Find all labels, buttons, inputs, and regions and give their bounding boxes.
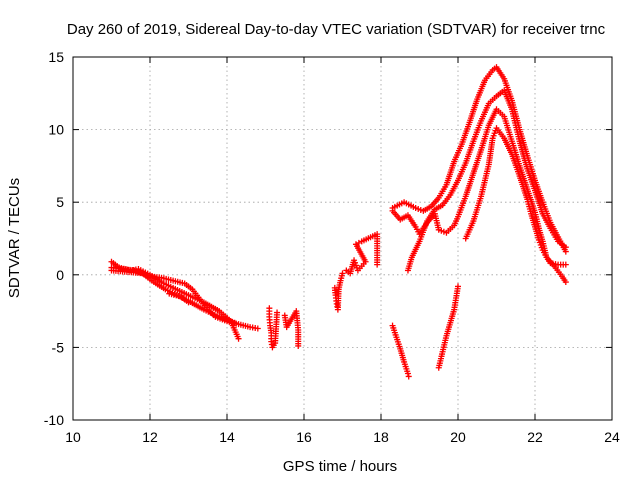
data-point: [455, 283, 461, 290]
data-point: [295, 342, 302, 349]
x-tick-label: 12: [142, 429, 158, 445]
data-point: [562, 279, 569, 286]
data-point: [274, 309, 281, 316]
y-axis-label: SDTVAR / TECUs: [6, 178, 23, 298]
grid: [73, 57, 612, 420]
y-tick-label: 10: [48, 122, 64, 138]
x-tick-label: 14: [219, 429, 235, 445]
data-point: [254, 325, 261, 332]
plot-frame: [72, 56, 613, 421]
data-points: [108, 64, 569, 380]
x-tick-label: 20: [450, 429, 466, 445]
y-tick-label: -5: [52, 339, 65, 355]
data-point: [405, 373, 412, 380]
data-point: [562, 248, 569, 255]
y-tick-label: -10: [44, 412, 64, 428]
y-tick-label: 5: [56, 194, 64, 210]
x-tick-label: 18: [373, 429, 389, 445]
y-tick-label: 0: [56, 267, 64, 283]
x-tick-label: 10: [65, 429, 81, 445]
plot-border: [72, 56, 613, 421]
x-tick-label: 22: [527, 429, 543, 445]
data-point: [235, 335, 242, 342]
axis-ticks: 10 12 14 16 18 20 22 24 -10 -5 0 5 10 15: [44, 49, 620, 445]
data-point: [562, 261, 569, 268]
y-tick-label: 15: [48, 49, 64, 65]
data-point: [374, 261, 381, 268]
data-point: [185, 299, 192, 306]
data-point: [231, 319, 238, 326]
x-tick-label: 24: [604, 429, 620, 445]
data-point: [339, 270, 346, 277]
x-axis-label: GPS time / hours: [283, 458, 397, 475]
data-point: [404, 370, 411, 377]
chart-title: Day 260 of 2019, Sidereal Day-to-day VTE…: [67, 21, 606, 38]
x-tick-label: 16: [296, 429, 312, 445]
